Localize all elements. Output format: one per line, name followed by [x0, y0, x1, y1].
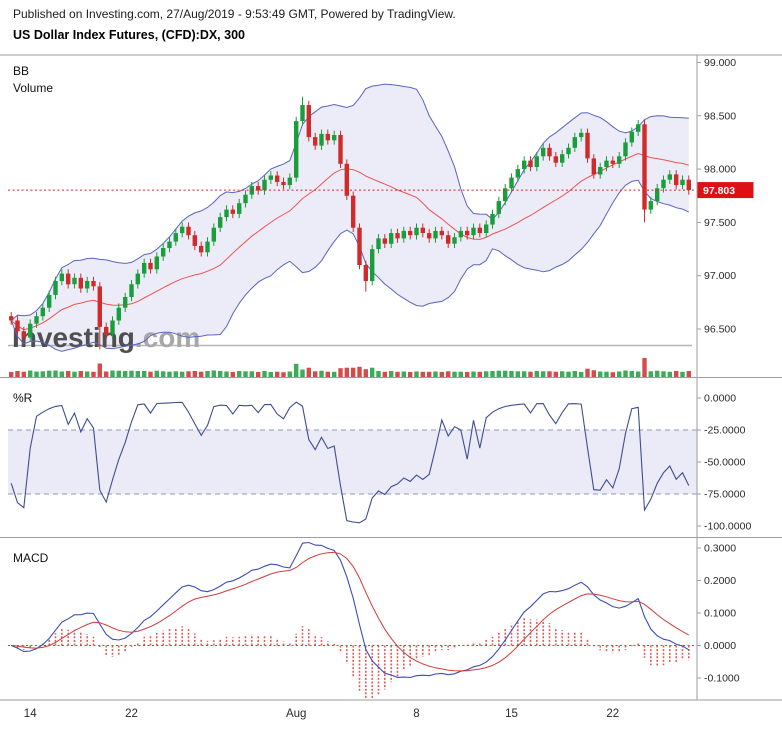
bb-lower-line — [10, 179, 690, 352]
legend-bb[interactable]: BB — [13, 64, 30, 78]
axis-tick-label: -50.0000 — [704, 457, 746, 469]
axis-tick-label: 97.000 — [704, 270, 736, 282]
axis-tick-label: 98.000 — [704, 164, 736, 176]
time-axis-label: Aug — [286, 708, 306, 720]
bb-upper-line — [10, 83, 689, 321]
candles-layer — [9, 96, 691, 350]
axis-tick-label: 0.2000 — [704, 575, 736, 587]
time-axis-label: 14 — [24, 708, 37, 720]
pane-separators — [0, 54, 782, 701]
axis-tick-label: 97.500 — [704, 217, 736, 229]
macd-histogram — [16, 618, 690, 700]
legend-percent-r[interactable]: %R — [13, 391, 33, 405]
time-axis-label: 8 — [413, 708, 419, 720]
symbol-title: US Dollar Index Futures, (CFD):DX, 300 — [13, 28, 245, 42]
time-axis-label: 22 — [125, 708, 138, 720]
main-pane-legend: BB Volume — [13, 63, 53, 97]
axis-tick-label: 0.0000 — [704, 640, 736, 652]
axis-tick-label: -75.0000 — [704, 489, 746, 501]
wpr-line — [10, 401, 690, 524]
macd-pane[interactable] — [8, 541, 697, 703]
macd-line — [10, 541, 690, 679]
wpr-band — [8, 430, 697, 494]
percent-r-pane[interactable] — [8, 401, 697, 524]
main-price-pane[interactable]: Investing.com — [8, 83, 697, 377]
axis-tick-label: 98.500 — [704, 110, 736, 122]
time-axis[interactable]: 14 22 Aug 8 15 22 — [24, 708, 619, 720]
axis-tick-label: 0.1000 — [704, 608, 736, 620]
volume-bars — [9, 358, 691, 377]
legend-macd[interactable]: MACD — [13, 551, 49, 565]
time-axis-label: 22 — [606, 708, 619, 720]
price-axis[interactable]: 99.000 98.500 98.000 97.500 97.000 96.500 0.00… — [697, 57, 751, 685]
axis-tick-label: 96.500 — [704, 324, 736, 336]
bb-band-fill — [11, 84, 689, 352]
last-price-tag: 97.803 — [697, 182, 754, 199]
published-line: Published on Investing.com, 27/Aug/2019 … — [13, 7, 456, 21]
axis-tick-label: 99.000 — [704, 57, 736, 69]
macd-signal-line — [11, 551, 690, 672]
axis-tick-label: -0.1000 — [704, 673, 740, 685]
axis-tick-label: 0.0000 — [704, 393, 736, 405]
axis-tick-label: -100.0000 — [704, 521, 751, 533]
axis-tick-label: 0.3000 — [704, 543, 736, 555]
axis-tick-label: -25.0000 — [704, 425, 746, 437]
svg-text:97.803: 97.803 — [703, 185, 735, 197]
legend-volume[interactable]: Volume — [13, 81, 54, 95]
time-axis-label: 15 — [505, 708, 518, 720]
